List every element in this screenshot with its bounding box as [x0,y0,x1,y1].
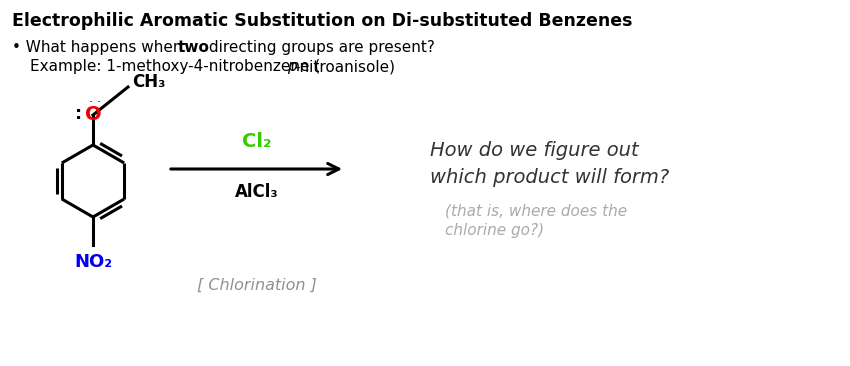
Text: NO₂: NO₂ [74,253,112,271]
Text: Cl₂: Cl₂ [241,132,271,151]
Text: chlorine go?): chlorine go?) [445,223,544,238]
Text: directing groups are present?: directing groups are present? [204,40,435,55]
Text: -nitroanisole): -nitroanisole) [294,59,395,74]
Text: CH₃: CH₃ [132,73,166,91]
Text: (that is, where does the: (that is, where does the [445,203,627,218]
Text: Electrophilic Aromatic Substitution on Di-substituted Benzenes: Electrophilic Aromatic Substitution on D… [12,12,632,30]
Text: Example: 1-methoxy-4-nitrobenzene (: Example: 1-methoxy-4-nitrobenzene ( [30,59,320,74]
Text: two: two [178,40,210,55]
Text: which product will form?: which product will form? [430,168,669,187]
Text: [ Chlorination ]: [ Chlorination ] [196,278,316,293]
Text: O: O [85,105,101,124]
Text: How do we figure out: How do we figure out [430,141,638,160]
Text: • What happens when: • What happens when [12,40,187,55]
Text: AlCl₃: AlCl₃ [235,183,278,201]
Text: :: : [76,105,82,123]
Text: · ·: · · [89,97,101,109]
Text: p: p [287,59,297,74]
